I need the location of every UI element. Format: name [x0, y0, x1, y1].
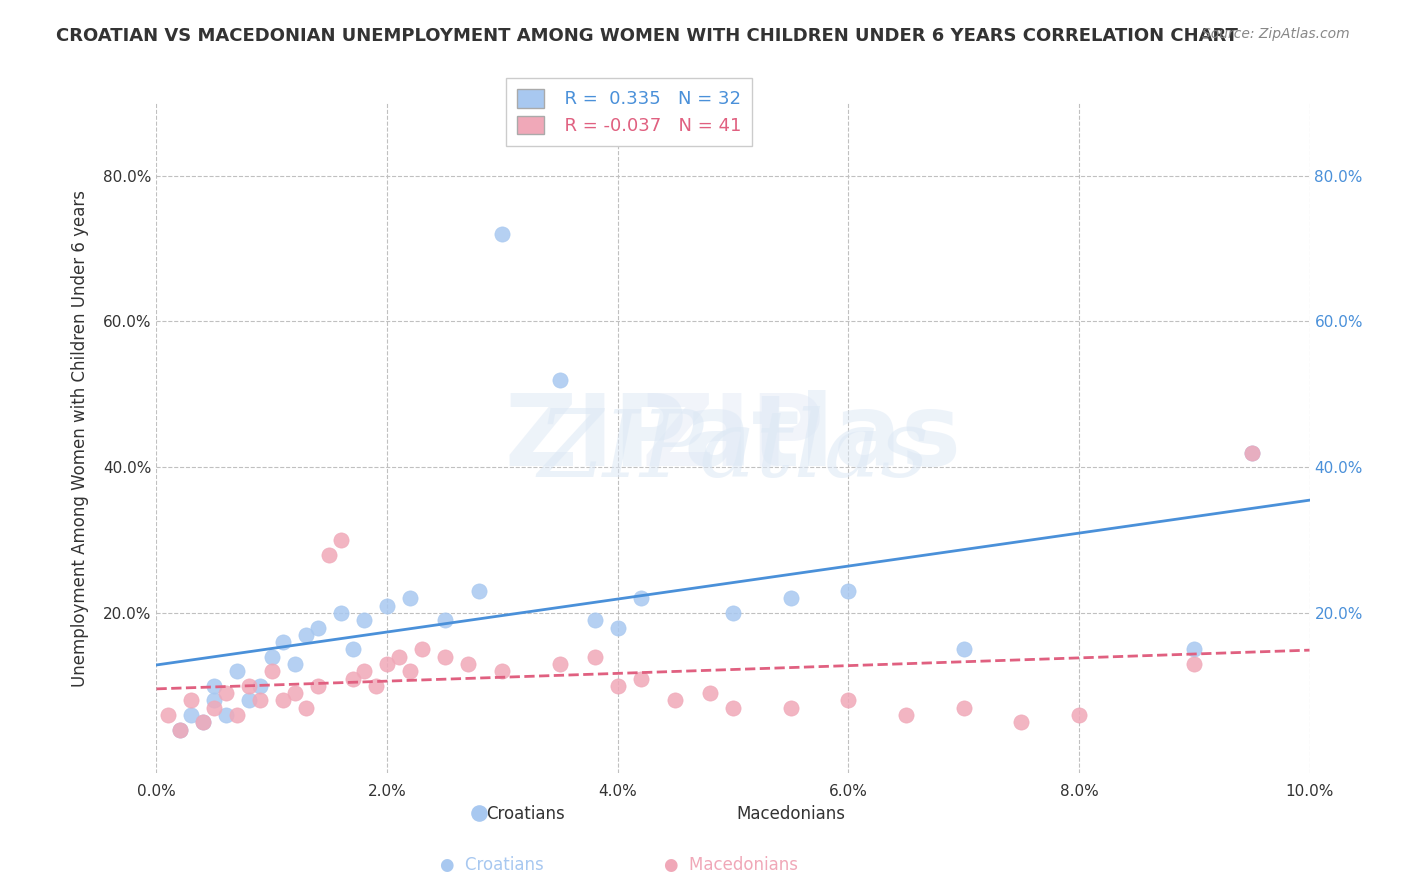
- Point: [1240, 445, 1263, 459]
- Point: [468, 584, 491, 599]
- Point: [260, 665, 283, 679]
- Point: [180, 708, 202, 723]
- Point: [342, 672, 364, 686]
- Point: [606, 679, 628, 693]
- Point: [699, 686, 721, 700]
- Point: [330, 606, 353, 620]
- Point: [330, 533, 353, 547]
- Point: [180, 693, 202, 707]
- Point: [295, 628, 318, 642]
- Point: [202, 679, 225, 693]
- Point: [548, 373, 571, 387]
- Text: ZIPatlas: ZIPatlas: [505, 390, 962, 486]
- Point: [721, 700, 744, 714]
- Point: [307, 620, 329, 634]
- Point: [191, 715, 214, 730]
- Point: [273, 635, 295, 649]
- Point: [238, 679, 260, 693]
- Point: [491, 665, 513, 679]
- Point: [260, 649, 283, 664]
- Point: [169, 723, 191, 737]
- Point: [1240, 445, 1263, 459]
- Point: [375, 599, 398, 613]
- Text: ZIPatlas: ZIPatlas: [537, 407, 929, 497]
- Point: [353, 613, 375, 627]
- Point: [375, 657, 398, 671]
- Point: [630, 591, 652, 606]
- Point: [433, 649, 456, 664]
- Point: [364, 679, 387, 693]
- Point: [411, 642, 433, 657]
- Text: Croatians: Croatians: [486, 805, 565, 822]
- Point: [202, 693, 225, 707]
- Point: [215, 708, 238, 723]
- Legend:   R =  0.335   N = 32,   R = -0.037   N = 41: R = 0.335 N = 32, R = -0.037 N = 41: [506, 78, 752, 145]
- Point: [169, 723, 191, 737]
- Point: [548, 657, 571, 671]
- Point: [894, 708, 917, 723]
- Point: [191, 715, 214, 730]
- Point: [837, 584, 859, 599]
- Point: [433, 613, 456, 627]
- Point: [307, 679, 329, 693]
- Text: Macedonians: Macedonians: [737, 805, 845, 822]
- Point: [1067, 708, 1090, 723]
- Point: [468, 805, 491, 820]
- Point: [1182, 657, 1205, 671]
- Point: [837, 693, 859, 707]
- Point: [226, 665, 249, 679]
- Point: [284, 657, 307, 671]
- Point: [353, 665, 375, 679]
- Point: [202, 700, 225, 714]
- Point: [215, 686, 238, 700]
- Text: ●  Croatians: ● Croatians: [440, 856, 544, 874]
- Point: [157, 708, 180, 723]
- Point: [1182, 642, 1205, 657]
- Point: [779, 700, 801, 714]
- Point: [630, 672, 652, 686]
- Point: [284, 686, 307, 700]
- Point: [664, 693, 686, 707]
- Point: [399, 665, 422, 679]
- Point: [399, 591, 422, 606]
- Point: [273, 693, 295, 707]
- Y-axis label: Unemployment Among Women with Children Under 6 years: Unemployment Among Women with Children U…: [72, 189, 89, 687]
- Text: Source: ZipAtlas.com: Source: ZipAtlas.com: [1202, 27, 1350, 41]
- Point: [226, 708, 249, 723]
- Point: [952, 700, 974, 714]
- Point: [388, 649, 411, 664]
- Point: [457, 657, 479, 671]
- Point: [583, 649, 606, 664]
- Point: [491, 227, 513, 241]
- Text: ZIP: ZIP: [641, 390, 824, 486]
- Point: [295, 700, 318, 714]
- Text: CROATIAN VS MACEDONIAN UNEMPLOYMENT AMONG WOMEN WITH CHILDREN UNDER 6 YEARS CORR: CROATIAN VS MACEDONIAN UNEMPLOYMENT AMON…: [56, 27, 1239, 45]
- Point: [583, 613, 606, 627]
- Point: [952, 642, 974, 657]
- Point: [606, 620, 628, 634]
- Point: [1010, 715, 1032, 730]
- Point: [249, 693, 271, 707]
- Point: [342, 642, 364, 657]
- Point: [721, 606, 744, 620]
- Point: [238, 693, 260, 707]
- Point: [249, 679, 271, 693]
- Point: [318, 548, 340, 562]
- Text: ●  Macedonians: ● Macedonians: [664, 856, 799, 874]
- Point: [779, 591, 801, 606]
